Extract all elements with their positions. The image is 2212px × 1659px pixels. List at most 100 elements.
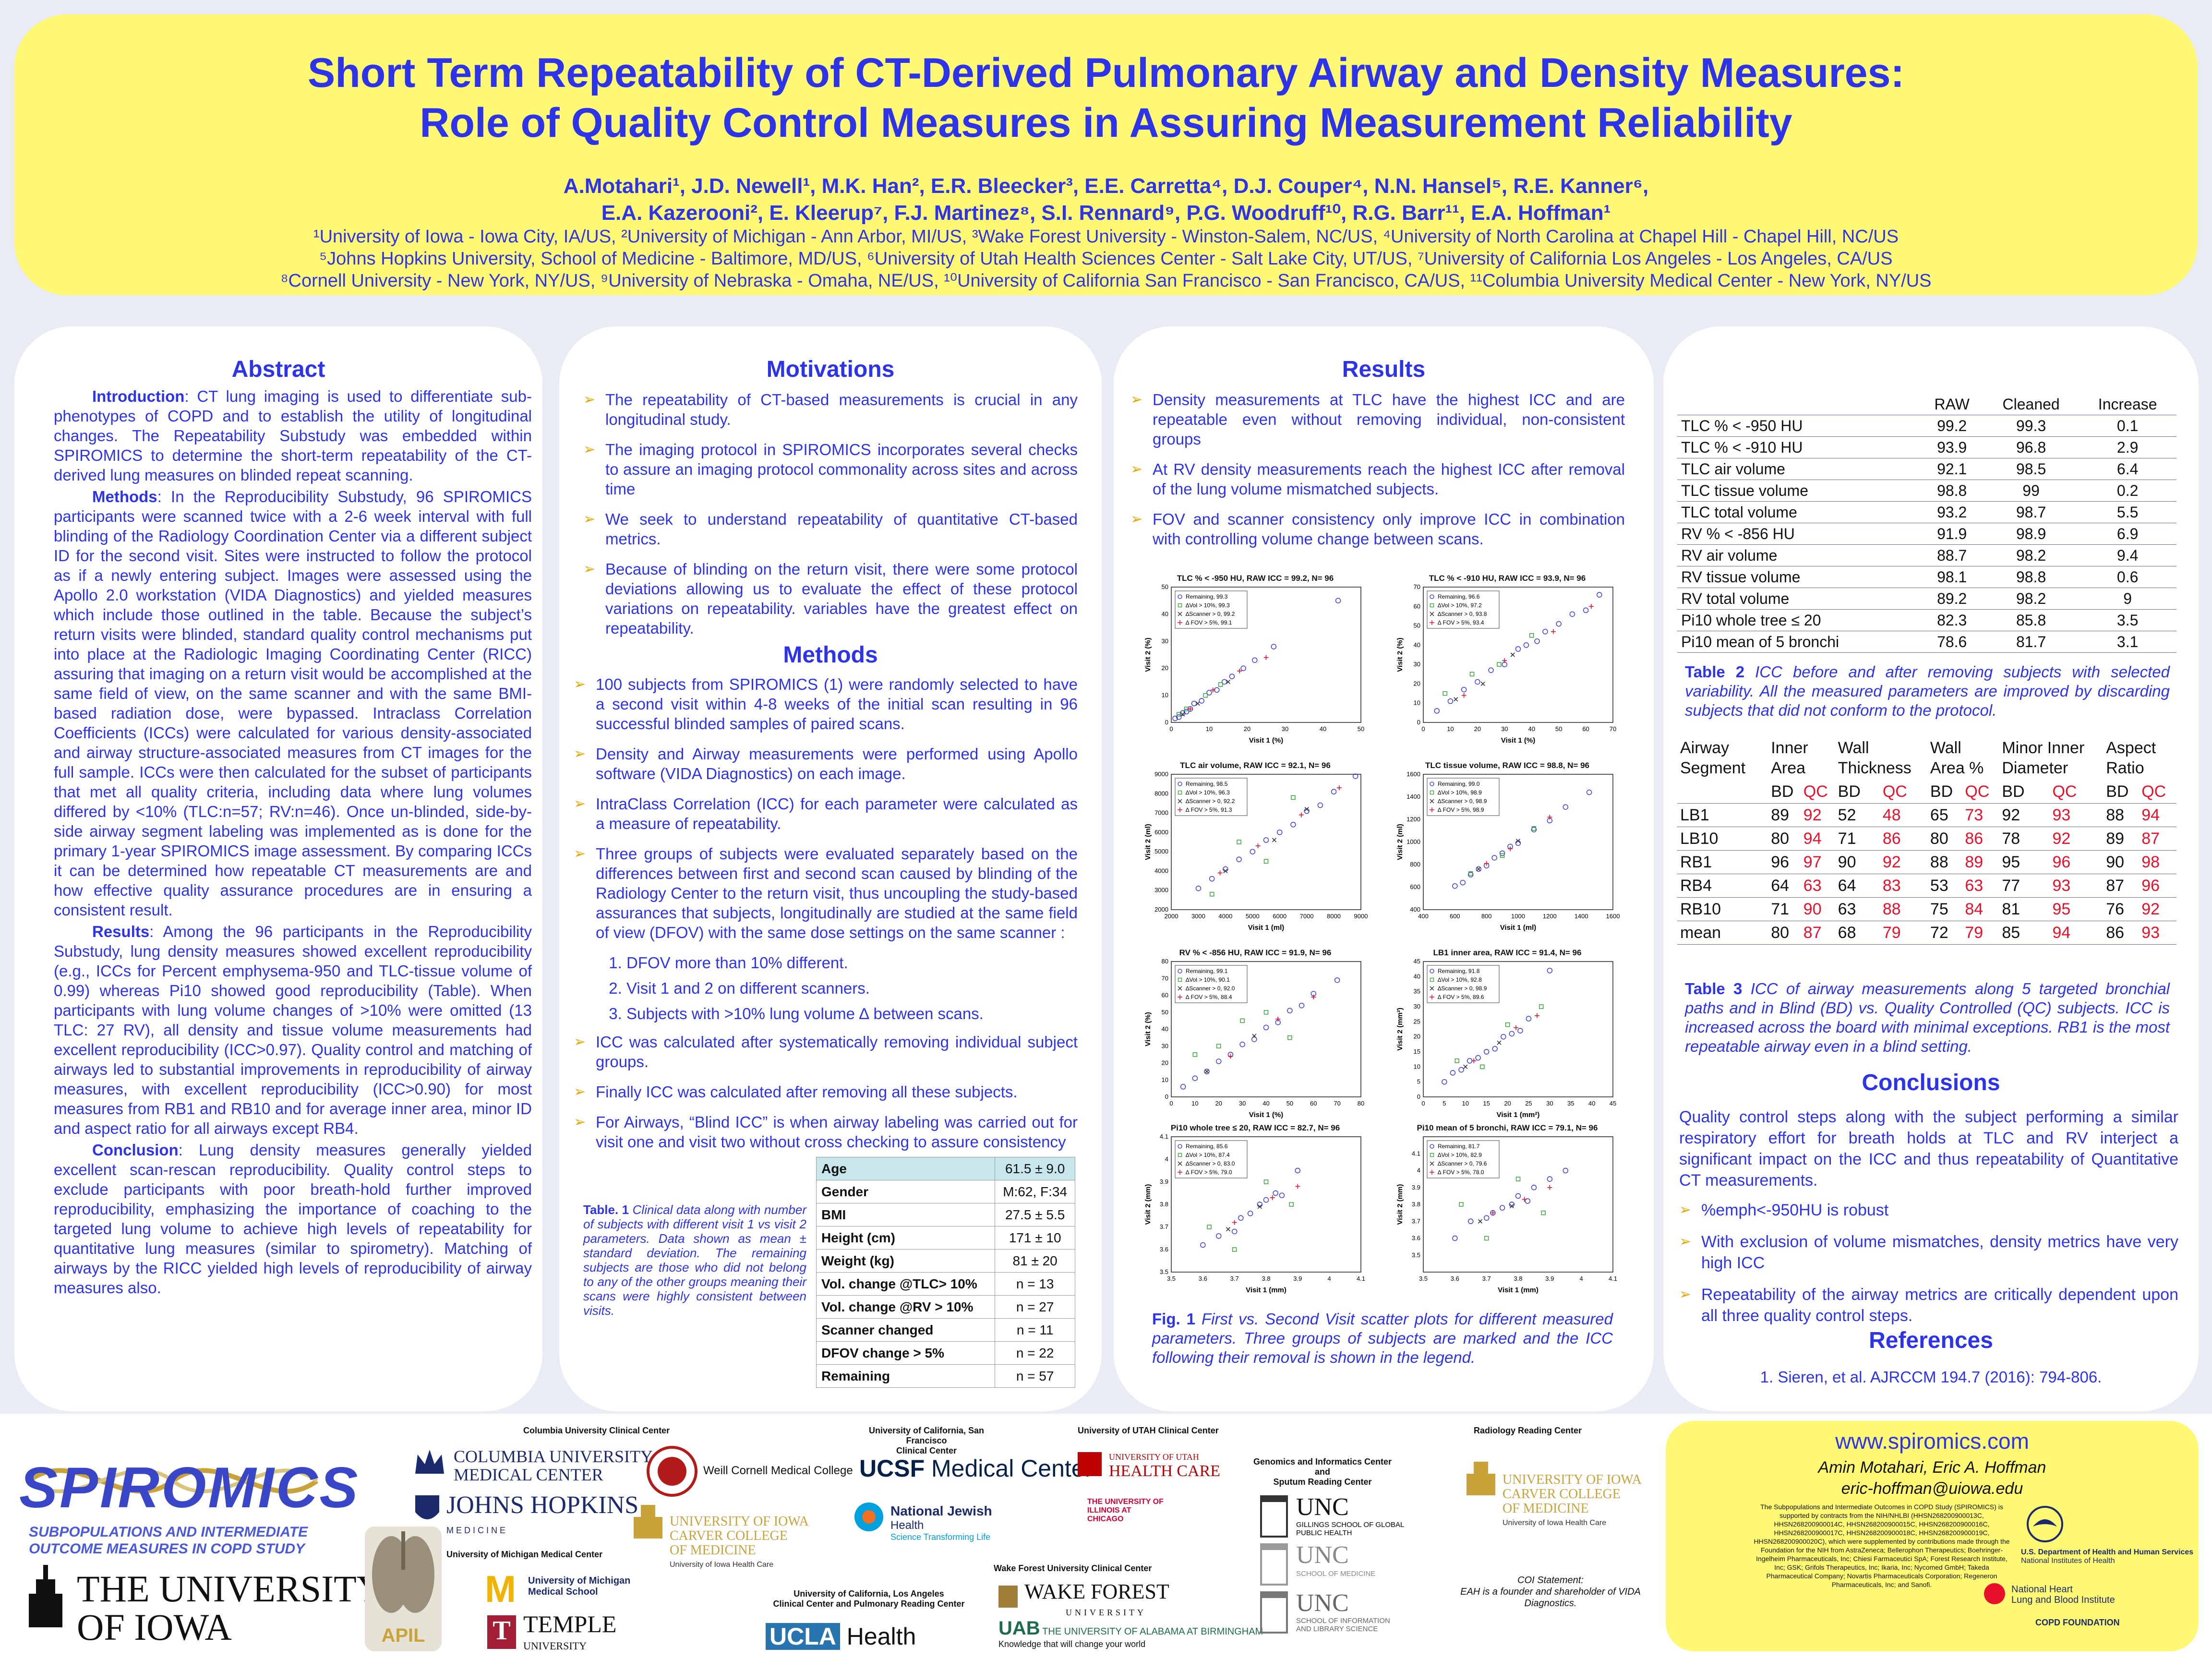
- x-tick-label: 400: [1418, 913, 1429, 920]
- bd-header: BD: [1768, 780, 1801, 804]
- table-cell: M:62, F:34: [995, 1180, 1075, 1203]
- table-cell: 96.8: [1983, 436, 2079, 458]
- table-cell: 63: [1800, 874, 1835, 898]
- x-tick-label: 5: [1443, 1100, 1446, 1107]
- data-point: [1515, 1177, 1521, 1181]
- legend-entry: ∆ FOV > 5%, 89.6: [1438, 994, 1484, 1000]
- legend-marker: [1178, 995, 1182, 999]
- data-point: [1199, 698, 1204, 704]
- author-list: A.Motahari¹, J.D. Newell¹, M.K. Han², E.…: [563, 174, 1649, 225]
- legend-marker: [1430, 1170, 1434, 1175]
- table-cell: 82.3: [1920, 609, 1984, 631]
- x-axis-label: Visit 1 (%): [1249, 736, 1283, 745]
- legend-marker: [1430, 781, 1434, 786]
- data-point: [1509, 1031, 1515, 1037]
- conclusions-text: Quality control steps along with the sub…: [1679, 1106, 2178, 1337]
- table-header-cell: Cleaned: [1983, 394, 2079, 415]
- data-point: [1443, 691, 1447, 696]
- data-point: [1209, 892, 1214, 897]
- legend-entry: ∆ FOV > 5%, 99.1: [1186, 619, 1232, 626]
- conclusion-item: Repeatability of the airway metrics are …: [1679, 1284, 2178, 1326]
- contact-names: Amin Motahari, Eric A. Hoffman: [1818, 1458, 2046, 1477]
- table-row: TLC total volume 93.2 98.7 5.5: [1677, 501, 2176, 523]
- data-point: [1509, 1203, 1514, 1209]
- spiromics-website-link[interactable]: www.spiromics.com: [1835, 1429, 2029, 1454]
- table-row: TLC % < -950 HU 99.2 99.3 0.1: [1677, 415, 2176, 437]
- carver-building-icon: [1467, 1462, 1495, 1495]
- legend-entry: ∆Vol > 10%, 98.9: [1438, 789, 1482, 796]
- scatter-plot: 0 10 20 30 40 50 60 70 80 0 10 20 30 40 50 60 70 80 Visit …: [1142, 948, 1368, 1121]
- data-point: [1484, 861, 1489, 866]
- y-tick-label: 3.6: [1412, 1235, 1420, 1242]
- data-point: [1263, 1197, 1269, 1203]
- y-tick-label: 20: [1414, 680, 1420, 687]
- x-tick-label: 3.7: [1230, 1275, 1239, 1282]
- utah-logo: UNIVERSITY OF UTAH HEALTH CARE: [1109, 1452, 1221, 1480]
- y-tick-label: 40: [1414, 641, 1420, 649]
- table-cell: 48: [1879, 803, 1927, 827]
- x-tick-label: 3.6: [1451, 1275, 1459, 1282]
- x-axis-label: Visit 1 (%): [1501, 736, 1535, 745]
- method-item: ICC was calculated after systematically …: [574, 1032, 1078, 1071]
- y-tick-label: 4: [1165, 1155, 1168, 1163]
- legend-marker: [1178, 781, 1182, 786]
- table-cell: 93: [2049, 874, 2104, 898]
- figure1-caption: Fig. 1 First vs. Second Visit scatter pl…: [1152, 1310, 1613, 1366]
- table-cell: TLC tissue volume: [1677, 480, 1921, 502]
- scatter-plot-svg: 2000 3000 4000 5000 6000 7000 8000 9000 2000 3000…: [1144, 770, 1368, 932]
- table-cell: 89.2: [1920, 588, 1984, 610]
- old-capitol-icon: [29, 1565, 62, 1627]
- label-utah: University of UTAH Clinical Center: [1078, 1426, 1219, 1435]
- data-point: [1492, 1046, 1498, 1052]
- table-cell: 98.5: [1983, 458, 2079, 480]
- table-cell: RV air volume: [1677, 544, 1921, 566]
- table-cell: 2.9: [2079, 436, 2176, 458]
- legend-entry: ∆Vol > 10%, 90.1: [1186, 976, 1230, 983]
- contact-email-link[interactable]: eric-hoffman@uiowa.edu: [1841, 1479, 2023, 1498]
- data-point: [1263, 837, 1269, 843]
- y-tick-label: 0: [1165, 1093, 1168, 1100]
- table-row: BMI 27.5 ± 5.5: [816, 1203, 1075, 1226]
- temple-t-icon: T: [487, 1615, 516, 1649]
- legend-entry: ∆ FOV > 5%, 78.0: [1438, 1169, 1484, 1176]
- table-cell: 98.1: [1920, 566, 1984, 588]
- data-point: [1447, 698, 1454, 704]
- legend-entry: ∆Scanner > 0, 99.2: [1186, 611, 1235, 617]
- data-point: [1200, 1242, 1206, 1248]
- temple-logo: TEMPLE UNIVERSITY: [523, 1611, 617, 1652]
- legend-entry: ∆Scanner > 0, 83.0: [1186, 1160, 1235, 1167]
- ucla-logo: UCLA Health: [766, 1623, 916, 1650]
- table-cell: 171 ± 10: [995, 1226, 1075, 1250]
- data-point: [1192, 1052, 1198, 1057]
- table-cell: 71: [1768, 897, 1801, 921]
- legend-entry: Remaining, 81.7: [1438, 1143, 1480, 1150]
- table-cell: 88: [1927, 850, 1962, 874]
- y-tick-label: 20: [1162, 664, 1168, 672]
- table-cell: Pi10 mean of 5 bronchi: [1677, 631, 1921, 653]
- data-point: [1480, 1064, 1485, 1070]
- funding-statement: The Subpopulations and Intermediate Outc…: [1754, 1503, 2010, 1588]
- table-cell: 93.2: [1920, 501, 1984, 523]
- data-point: [1207, 1225, 1212, 1229]
- data-point: [1237, 668, 1242, 673]
- y-tick-label: 20: [1162, 1059, 1168, 1067]
- table-row: LB1 89 92 52 48 65 73 92 93 88 94: [1677, 803, 2176, 827]
- table-header-row: RAW Cleaned Increase: [1677, 394, 2176, 415]
- data-point: [1232, 1220, 1237, 1225]
- table-row: Weight (kg) 81 ± 20: [816, 1249, 1075, 1273]
- data-point: [1203, 693, 1208, 698]
- hhs-eagle-icon: [2027, 1506, 2063, 1542]
- y-tick-label: 5000: [1154, 848, 1168, 855]
- wake-forest-logo: WAKE FOREST UNIVERSITY: [998, 1579, 1169, 1618]
- table-cell: 94: [2139, 803, 2176, 827]
- table-row: Height (cm) 171 ± 10: [816, 1226, 1075, 1250]
- x-tick-label: 60: [1310, 1100, 1317, 1107]
- table-cell: Weight (kg): [816, 1249, 996, 1273]
- data-point: [1183, 709, 1190, 715]
- legend-marker: [1430, 603, 1434, 608]
- y-tick-label: 50: [1162, 1009, 1168, 1016]
- weill-logo: Weill Cornell Medical College: [703, 1464, 853, 1477]
- reference-item: 1. Sieren, et al. AJRCCM 194.7 (2016): 7…: [1760, 1368, 2102, 1386]
- table-row: TLC % < -910 HU 93.9 96.8 2.9: [1677, 436, 2176, 458]
- data-point: [1216, 1058, 1222, 1064]
